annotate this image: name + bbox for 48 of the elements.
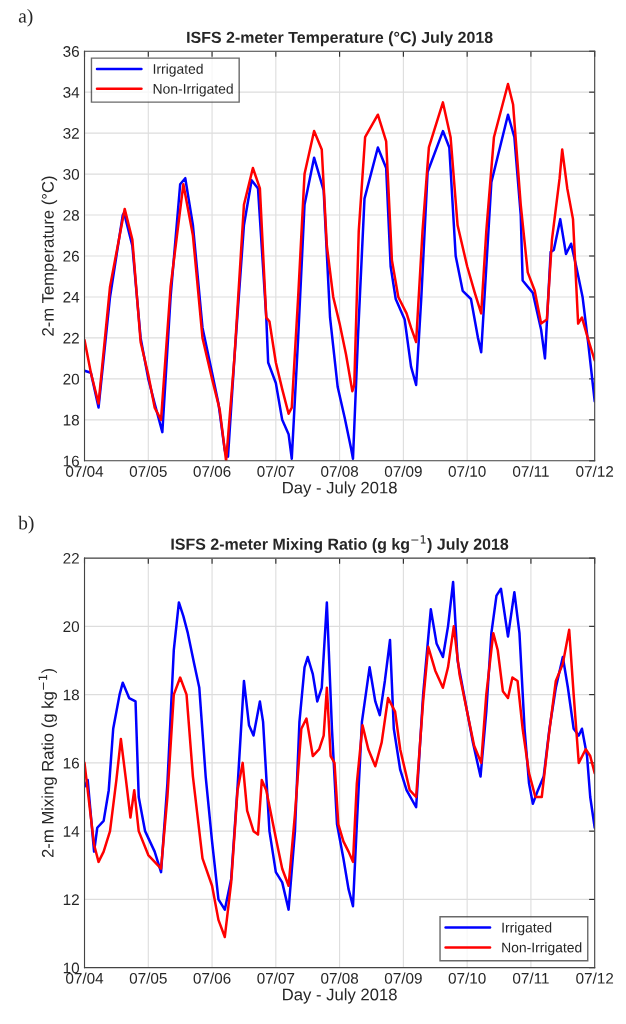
y-tick-label: 20: [63, 373, 80, 385]
x-tick-label: 07/09: [384, 972, 422, 984]
x-tick-label: 07/12: [576, 465, 614, 477]
legend-label: Non-Irrigated: [153, 83, 233, 97]
x-tick-label: 07/08: [321, 972, 359, 984]
y-tick-label: 34: [63, 87, 80, 98]
y-axis-title: 2-m Mixing Ratio (g kg$^{−1}$): [38, 668, 57, 858]
x-tick-label: 07/06: [193, 972, 231, 984]
x-tick-label: 07/05: [129, 465, 167, 477]
y-tick-label: 10: [63, 962, 80, 974]
text: a): [18, 8, 33, 27]
x-tick-label: 07/12: [576, 972, 614, 984]
chart-title: ISFS 2-meter Mixing Ratio (g kg$^{−1}$) July 2018: [171, 535, 509, 554]
x-axis-title: Day - July 2018: [283, 988, 397, 1004]
y-tick-label: 22: [63, 552, 79, 564]
y-tick-label: 32: [63, 127, 79, 139]
legend-label: Non-Irrigated: [502, 942, 582, 956]
y-tick-label: 30: [63, 168, 80, 180]
x-tick-label: 07/07: [257, 465, 295, 477]
y-tick-label: 14: [63, 826, 80, 837]
x-tick-label: 07/11: [512, 465, 549, 477]
y-tick-label: 18: [63, 689, 79, 701]
x-tick-label: 07/10: [448, 972, 486, 984]
y-tick-label: 28: [63, 209, 79, 221]
x-tick-label: 07/05: [129, 972, 167, 984]
x-tick-label: 07/04: [65, 972, 104, 984]
y-tick-label: 16: [63, 455, 79, 467]
x-tick-label: 07/10: [448, 465, 486, 477]
y-tick-label: 18: [63, 414, 79, 426]
y-tick-label: 16: [63, 757, 79, 769]
x-axis-title: Day - July 2018: [283, 481, 397, 497]
legend-label: Irrigated: [502, 922, 552, 936]
y-axis-title: 2-m Temperature (°C): [41, 176, 58, 336]
chart-title: ISFS 2-meter Temperature (°C) July 2018: [187, 31, 493, 47]
legend-label: Irrigated: [153, 63, 203, 77]
x-tick-label: 07/07: [257, 972, 295, 984]
y-tick-label: 36: [63, 46, 79, 57]
x-tick-label: 07/06: [193, 465, 231, 477]
x-tick-label: 07/11: [512, 972, 549, 984]
line-series: [84, 625, 595, 939]
y-tick-label: 26: [63, 250, 79, 262]
y-tick-label: 12: [63, 894, 79, 905]
y-tick-label: 20: [63, 621, 80, 633]
x-tick-label: 07/08: [321, 465, 359, 477]
text: b): [18, 515, 34, 534]
y-tick-label: 22: [63, 332, 79, 344]
x-tick-label: 07/09: [384, 465, 422, 477]
y-tick-label: 24: [63, 291, 80, 303]
